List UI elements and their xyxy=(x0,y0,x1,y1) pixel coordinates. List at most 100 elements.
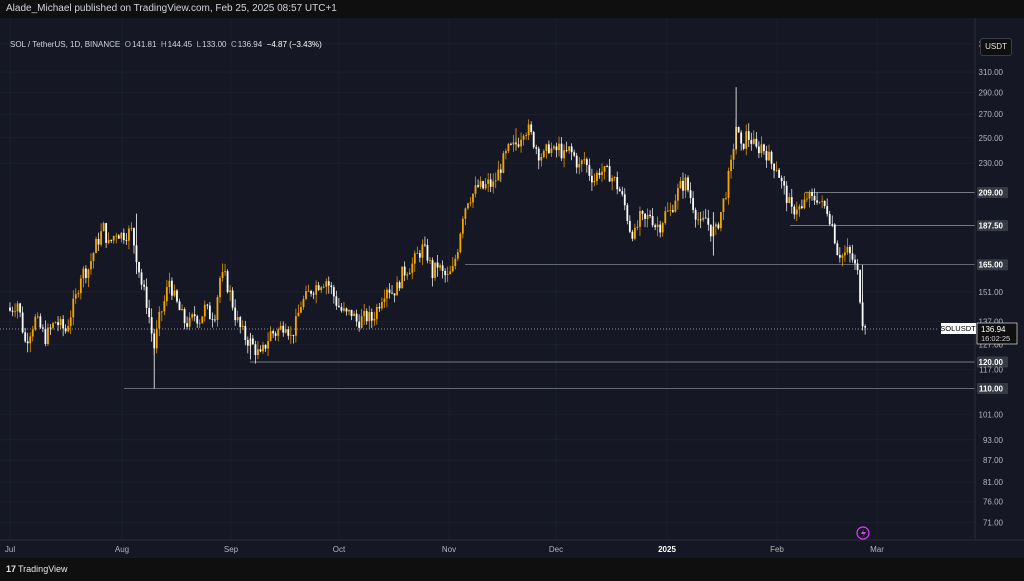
candle xyxy=(279,321,282,331)
candle xyxy=(274,331,277,341)
candle xyxy=(671,204,674,213)
candle xyxy=(816,192,818,205)
candle xyxy=(666,202,669,213)
candle xyxy=(403,261,406,282)
candle xyxy=(386,287,388,308)
candle xyxy=(720,211,722,232)
candle xyxy=(484,177,487,191)
candle xyxy=(780,175,783,189)
candle xyxy=(381,297,383,311)
time-axis[interactable]: Jul Aug Sep Oct Nov Dec 2025 Feb Mar xyxy=(5,545,884,554)
tradingview-logo[interactable]: 17 TradingView xyxy=(6,558,68,581)
candle xyxy=(282,321,285,337)
price-tick-label: 230.00 xyxy=(979,159,1004,168)
candle xyxy=(125,233,128,245)
candle xyxy=(340,303,343,313)
candle xyxy=(522,133,525,146)
candle xyxy=(183,307,186,330)
alert-icon[interactable] xyxy=(856,526,870,540)
candle xyxy=(16,300,19,319)
candle xyxy=(803,192,806,210)
candle xyxy=(406,271,409,280)
candle xyxy=(694,207,697,228)
level-price-label: 165.00 xyxy=(979,261,1004,270)
candle xyxy=(773,163,775,179)
candle xyxy=(186,316,188,330)
price-tick-label: 290.00 xyxy=(979,88,1004,97)
candle xyxy=(229,285,232,302)
candle xyxy=(707,209,710,231)
candle xyxy=(732,143,735,169)
candle xyxy=(348,309,350,316)
candle xyxy=(97,232,100,252)
chart-pane[interactable]: 340.00310.00290.00270.00250.00230.00209.… xyxy=(0,18,1024,558)
candle xyxy=(742,143,745,151)
candle xyxy=(90,253,92,275)
candle xyxy=(854,254,856,270)
candle xyxy=(603,165,606,180)
candle xyxy=(565,141,568,153)
candle xyxy=(646,208,649,228)
candle xyxy=(545,143,548,159)
candle xyxy=(85,265,87,284)
candle xyxy=(487,172,490,192)
candle xyxy=(315,280,318,304)
candle xyxy=(117,234,120,239)
candle xyxy=(563,144,565,168)
candle xyxy=(9,302,11,312)
candle xyxy=(585,157,588,173)
candle xyxy=(436,255,439,277)
level-price-tag xyxy=(977,356,1008,368)
last-price-tag: SOLUSDT 136.94 16:02:25 xyxy=(940,322,1018,345)
candle xyxy=(841,253,844,267)
candle xyxy=(224,263,226,276)
level-price-label: 209.00 xyxy=(979,188,1004,197)
candle xyxy=(477,179,479,189)
candle xyxy=(851,244,854,263)
candle xyxy=(717,222,720,230)
candle xyxy=(322,283,325,289)
candle xyxy=(472,193,474,208)
candle xyxy=(216,295,219,327)
low-value: 133.00 xyxy=(202,40,227,49)
candle xyxy=(833,223,836,245)
candle xyxy=(36,312,39,319)
candle xyxy=(198,319,201,329)
candle xyxy=(69,310,72,335)
candle xyxy=(287,326,290,340)
time-tick-label: Oct xyxy=(333,545,346,554)
price-axis[interactable]: 340.00310.00290.00270.00250.00230.00209.… xyxy=(977,40,1008,527)
candle xyxy=(100,223,102,247)
candle xyxy=(818,201,821,205)
candle xyxy=(317,282,320,291)
symbol-legend[interactable]: SOL / TetherUS, 1D, BINANCE O141.81 H144… xyxy=(10,40,322,49)
candle xyxy=(449,265,452,275)
price-chart[interactable]: 340.00310.00290.00270.00250.00230.00209.… xyxy=(0,18,1024,558)
candle xyxy=(517,137,520,148)
candle xyxy=(664,206,667,225)
candle xyxy=(583,151,586,165)
bar-countdown: 16:02:25 xyxy=(981,334,1010,343)
price-tick-label: 310.00 xyxy=(979,68,1004,77)
candle xyxy=(39,313,42,329)
candle xyxy=(221,263,224,282)
candle xyxy=(353,310,355,317)
candle xyxy=(795,201,798,222)
candle xyxy=(525,132,528,140)
candle xyxy=(426,238,429,264)
currency-button[interactable]: USDT xyxy=(980,38,1012,56)
price-tick-label: 151.00 xyxy=(979,288,1004,297)
candle xyxy=(325,278,328,295)
symbol-title[interactable]: SOL / TetherUS, 1D, BINANCE xyxy=(10,40,121,49)
candle xyxy=(793,204,796,220)
candle xyxy=(558,136,560,157)
candle xyxy=(806,191,808,203)
candle xyxy=(616,171,619,195)
candle xyxy=(54,321,57,324)
published-text: Alade_Michael published on TradingView.c… xyxy=(6,3,337,14)
candle xyxy=(365,308,368,325)
candle xyxy=(677,183,679,210)
candle xyxy=(307,284,310,292)
time-tick-label: Aug xyxy=(115,545,129,554)
candle xyxy=(398,280,401,292)
